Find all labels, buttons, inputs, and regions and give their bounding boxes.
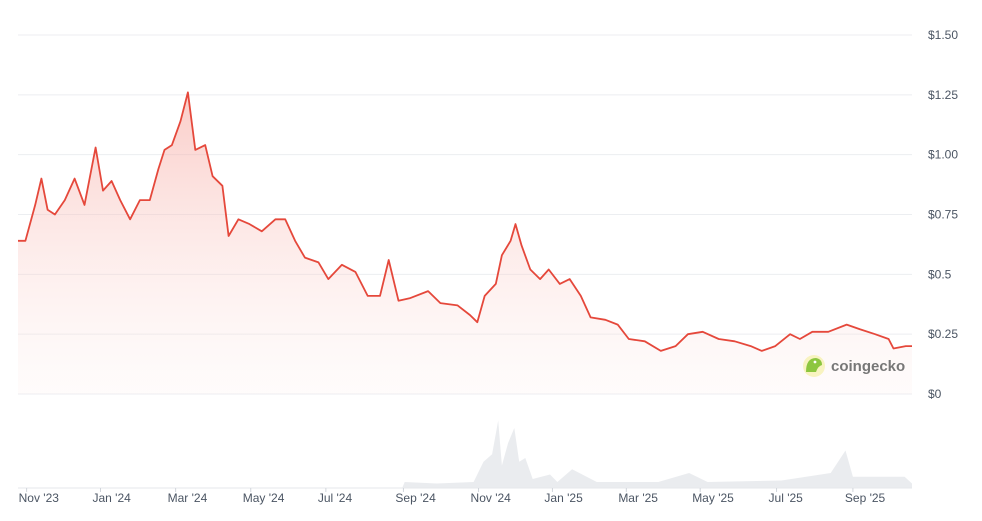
x-tick-label: Mar '24 xyxy=(168,491,208,505)
y-tick-label: $1.25 xyxy=(928,88,958,102)
x-tick-label: Jul '24 xyxy=(318,491,353,505)
y-tick-label: $0.75 xyxy=(928,208,958,222)
x-tick-label: Sep '24 xyxy=(395,491,436,505)
x-tick-label: Nov '24 xyxy=(471,491,512,505)
x-tick-label: Jan '24 xyxy=(93,491,132,505)
gecko-head-icon xyxy=(806,358,822,372)
x-axis-labels: Nov '23 Jan '24 Mar '24 May '24 Jul '24 Sep '… xyxy=(19,488,886,505)
x-tick-label: May '24 xyxy=(243,491,285,505)
x-tick-label: Mar '25 xyxy=(618,491,658,505)
y-axis-labels: $0 $0.25 $0.5 $0.75 $1.00 $1.25 $1.50 xyxy=(928,28,958,401)
y-tick-label: $0.5 xyxy=(928,267,952,281)
price-line xyxy=(18,91,912,352)
y-tick-label: $1.50 xyxy=(928,28,958,42)
coingecko-watermark: coingecko xyxy=(803,355,905,377)
x-tick-label: Sep '25 xyxy=(845,491,886,505)
x-tick-label: Jan '25 xyxy=(544,491,583,505)
y-tick-label: $0 xyxy=(928,387,942,401)
x-tick-label: Nov '23 xyxy=(19,491,60,505)
volume-area xyxy=(18,420,912,488)
x-tick-label: May '25 xyxy=(692,491,734,505)
volume-bars xyxy=(18,420,912,488)
price-area-fill xyxy=(18,92,912,395)
y-tick-label: $1.00 xyxy=(928,148,958,162)
watermark-text: coingecko xyxy=(831,358,905,375)
x-tick-label: Jul '25 xyxy=(769,491,804,505)
y-tick-label: $0.25 xyxy=(928,327,958,341)
